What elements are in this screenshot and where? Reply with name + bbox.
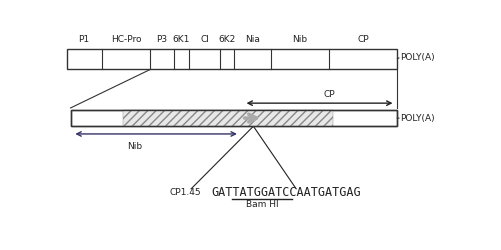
Bar	[67, 49, 397, 68]
Text: P3: P3	[156, 36, 167, 44]
Text: 6K2: 6K2	[218, 36, 235, 44]
Text: CP: CP	[323, 90, 334, 99]
Text: CP1.45: CP1.45	[169, 188, 200, 197]
Bar	[70, 110, 397, 126]
Text: Nib: Nib	[292, 36, 307, 44]
Bar	[70, 110, 397, 126]
Text: CP: CP	[357, 36, 368, 44]
Text: Nib: Nib	[127, 142, 142, 151]
Text: HC-Pro: HC-Pro	[111, 36, 141, 44]
Text: Bam HI: Bam HI	[245, 200, 278, 209]
Bar	[123, 110, 333, 126]
Text: GATTATGGATCCAATGATGAG: GATTATGGATCCAATGATGAG	[211, 186, 361, 199]
Text: POLY(A): POLY(A)	[399, 54, 434, 62]
Text: CI: CI	[200, 36, 209, 44]
Text: P1: P1	[79, 36, 90, 44]
Text: POLY(A): POLY(A)	[399, 114, 434, 123]
Text: 6K1: 6K1	[172, 36, 190, 44]
Text: Nia: Nia	[244, 36, 260, 44]
